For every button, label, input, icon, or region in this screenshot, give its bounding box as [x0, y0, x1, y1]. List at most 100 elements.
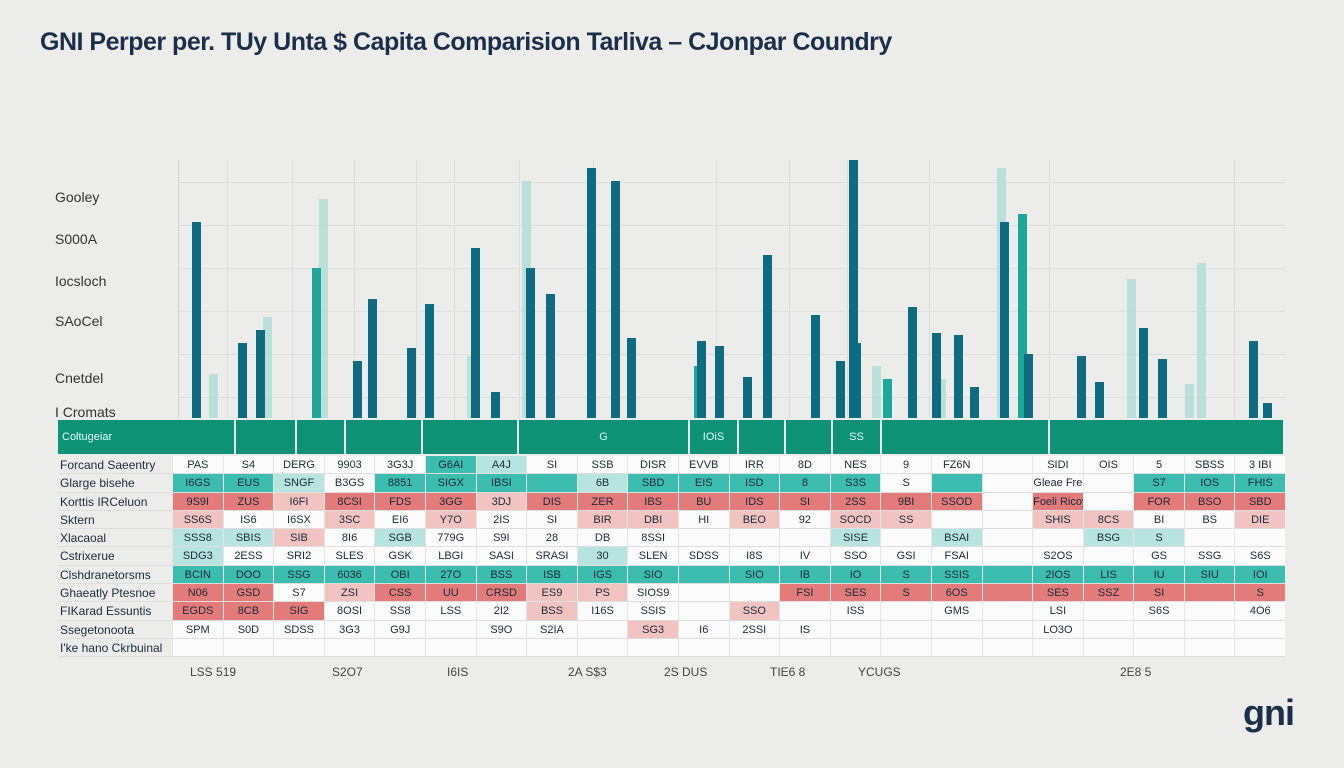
bar-dark	[852, 343, 861, 418]
table-cell: EIS	[677, 474, 729, 492]
table-header-cell	[236, 420, 297, 454]
table-cell: HI	[677, 510, 729, 529]
bar-dark	[471, 247, 480, 418]
bar-light	[209, 374, 218, 418]
table-cell: BCIN	[172, 565, 223, 584]
table-row: Ssegetonoota SPM S0D SDSS 3G3 G9J S9O S2IA SG3 I6…	[58, 620, 1286, 639]
table-cell: SGB	[374, 529, 425, 547]
table-row: Cstrixerue SDG3 2ESS SRI2 SLES GSK LBGI SASI SRA…	[58, 547, 1286, 566]
data-table: Forcand Saeentry PAS S4 DERG 9903 3G3J G6AI A4J…	[58, 456, 1286, 658]
table-cell: 3 IBI	[1234, 456, 1286, 474]
gridline-horizontal	[179, 225, 1285, 226]
footer-label: TIE6 8	[770, 665, 806, 679]
gridline-horizontal	[179, 311, 1285, 312]
table-cell: 2SSI	[728, 620, 780, 638]
footer-label: 2A S$3	[568, 665, 607, 679]
table-cell: ISS	[829, 602, 881, 620]
table-cell	[880, 620, 931, 638]
bar-dark	[627, 338, 636, 418]
table-cell: EGDS	[172, 602, 223, 620]
table-cell	[779, 602, 830, 620]
table-cell: CRSD	[475, 584, 527, 602]
gridline-vertical	[716, 160, 717, 418]
table-cell: 5	[1133, 456, 1184, 474]
bar-dark	[1000, 221, 1009, 418]
y-axis-label: Cnetdel	[55, 370, 104, 386]
bar-dark	[697, 340, 706, 418]
bar-dark	[1249, 340, 1258, 418]
bar-dark	[425, 304, 434, 418]
table-cell: S7	[273, 584, 324, 602]
table-cell	[424, 638, 476, 657]
table-cell: S	[1133, 529, 1184, 547]
bar-dark	[715, 345, 724, 418]
bar-dark	[811, 314, 820, 418]
gridline-vertical	[416, 160, 417, 418]
table-cell: SDSS	[273, 620, 324, 638]
bar-light	[1197, 263, 1206, 418]
table-cell: BIR	[576, 510, 628, 529]
table-cell: S9O	[475, 620, 527, 638]
table-cell	[526, 474, 577, 492]
table-cell: SHIS	[1032, 510, 1083, 529]
table-cell: ISB	[526, 565, 577, 584]
table-cell	[627, 638, 678, 657]
table-header-cell	[346, 420, 423, 454]
gridline-vertical	[1049, 160, 1050, 418]
bar-dark	[836, 361, 845, 418]
table-cell: SBIS	[222, 529, 274, 547]
table-cell	[981, 602, 1033, 620]
table-cell: SIOS9	[627, 584, 678, 602]
table-cell: SRASI	[526, 547, 577, 565]
table-cell: SSOD	[930, 492, 982, 510]
table-cell: SLEN	[627, 547, 678, 565]
footer-label: YCUGS	[858, 665, 901, 679]
table-cell: 9BI	[880, 492, 931, 510]
footer-label: I6IS	[447, 665, 469, 679]
table-cell: GMS	[930, 602, 982, 620]
table-cell: 8I6	[323, 529, 375, 547]
table-cell	[1183, 638, 1235, 657]
table-cell: 779G	[424, 529, 476, 547]
table-cell: 3G3	[323, 620, 375, 638]
table-header-cell	[423, 420, 519, 454]
table-cell: GSD	[222, 584, 274, 602]
bar-light	[319, 198, 328, 418]
table-cell: S2OS	[1032, 547, 1083, 565]
table-cell	[829, 620, 881, 638]
row-label: Forcand Saeentry	[60, 458, 156, 472]
table-cell	[779, 638, 830, 657]
table-cell	[981, 638, 1033, 657]
table-row: Korttis IRCeluon 9S9I ZUS I6FI 8CSI FDS 3GG 3DJ…	[58, 492, 1286, 511]
table-cell	[323, 638, 375, 657]
table-cell: Y7O	[424, 510, 476, 529]
table-cell	[1133, 620, 1184, 638]
table-cell: LBGI	[424, 547, 476, 565]
table-cell: SIB	[273, 529, 324, 547]
table-cell: ZUS	[222, 492, 274, 510]
footer-label: S2O7	[332, 665, 363, 679]
table-cell: DBI	[627, 510, 678, 529]
table-cell	[222, 638, 274, 657]
gridline-vertical	[454, 160, 455, 418]
table-cell: S	[880, 474, 931, 492]
table-cell	[576, 638, 628, 657]
table-cell: 8851	[374, 474, 425, 492]
table-cell: OIS	[1082, 456, 1134, 474]
row-label: Ssegetonoota	[60, 622, 135, 637]
table-cell: SSIS	[930, 565, 982, 584]
table-cell: IRR	[728, 456, 780, 474]
table-cell: FZ6N	[930, 456, 982, 474]
row-label: Clshdranetorsms	[60, 567, 151, 582]
bar-light	[1185, 384, 1194, 418]
row-label: Sktern	[60, 512, 95, 527]
table-row: I'ke hano Ckrbuinal	[58, 638, 1286, 658]
table-cell	[1234, 620, 1286, 638]
table-cell	[1082, 492, 1134, 510]
table-cell	[728, 638, 780, 657]
table-cell: IBSI	[475, 474, 527, 492]
table-cell: LSS	[424, 602, 476, 620]
table-cell: IOS	[1183, 474, 1235, 492]
table-cell: 8CSI	[323, 492, 375, 510]
bar-dark	[1077, 356, 1086, 418]
